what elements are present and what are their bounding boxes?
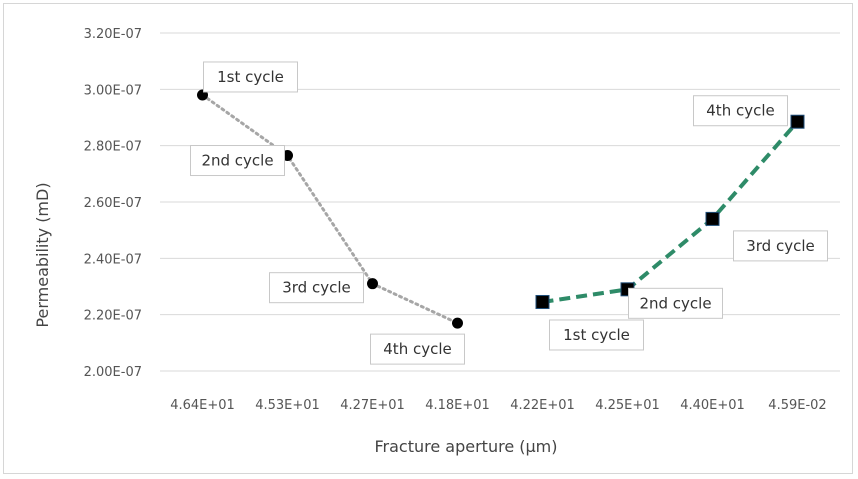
data-label-box <box>549 319 644 351</box>
data-label-box <box>203 61 298 93</box>
x-tick-label: 4.27E+01 <box>340 398 405 413</box>
x-tick-label: 4.53E+01 <box>255 398 320 413</box>
data-label-box <box>190 145 285 177</box>
data-label-box <box>733 230 828 262</box>
x-tick-label: 4.64E+01 <box>170 398 235 413</box>
data-label: 3rd cycle <box>282 279 351 297</box>
x-tick-label: 4.25E+01 <box>595 398 660 413</box>
data-label: 2nd cycle <box>639 294 711 312</box>
series-line <box>542 120 800 304</box>
data-point-square <box>790 114 805 129</box>
chart-frame <box>3 3 853 474</box>
data-label-box <box>269 272 364 304</box>
y-tick-label: 2.20E-07 <box>84 309 142 324</box>
data-labels: 1st cycle 2nd cycle 3rd cycle 4th cycle 1st … <box>190 61 828 365</box>
x-tick-labels: 4.64E+01 4.53E+01 4.27E+01 4.18E+01 4.22E+01… <box>170 398 827 413</box>
x-tick-label: 4.22E+01 <box>510 398 575 413</box>
x-tick-label: 4.18E+01 <box>425 398 490 413</box>
data-point-circle <box>367 278 378 290</box>
y-tick-label: 3.20E-07 <box>84 27 142 42</box>
y-tick-label: 3.00E-07 <box>84 83 142 98</box>
data-label: 1st cycle <box>217 68 284 86</box>
series-lines <box>201 93 800 325</box>
y-tick-label: 2.60E-07 <box>84 196 142 211</box>
x-axis-title: Fracture aperture (μm) <box>375 437 558 456</box>
y-tick-label: 2.00E-07 <box>84 365 142 380</box>
data-label: 4th cycle <box>383 340 451 358</box>
series-line <box>201 93 459 325</box>
y-tick-label: 2.40E-07 <box>84 252 142 267</box>
data-label-box <box>693 95 788 127</box>
data-label: 1st cycle <box>563 326 630 344</box>
data-label: 2nd cycle <box>201 152 273 170</box>
y-axis-title: Permeability (mD) <box>33 182 52 327</box>
data-label-box <box>370 333 465 365</box>
data-point-circle <box>452 317 463 329</box>
data-point-square <box>705 211 720 226</box>
data-label: 3rd cycle <box>746 237 815 255</box>
x-tick-label: 4.59E-02 <box>768 398 826 413</box>
data-label: 4th cycle <box>706 102 774 120</box>
data-point-square <box>535 294 550 309</box>
x-tick-label: 4.40E+01 <box>680 398 745 413</box>
y-tick-label: 2.80E-07 <box>84 140 142 155</box>
y-tick-labels: 2.00E-07 2.20E-07 2.40E-07 2.60E-07 2.80E-07… <box>84 27 142 380</box>
data-label-box <box>628 287 723 319</box>
